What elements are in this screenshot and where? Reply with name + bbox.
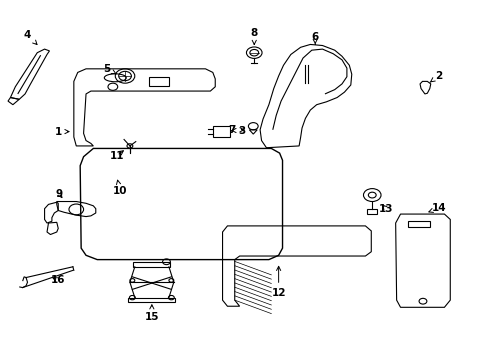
Bar — [407, 221, 429, 227]
Text: 2: 2 — [429, 71, 441, 82]
Text: 13: 13 — [378, 204, 392, 214]
Text: 14: 14 — [428, 203, 446, 213]
Text: 9: 9 — [56, 189, 62, 199]
Text: 4: 4 — [24, 30, 37, 45]
Text: 8: 8 — [250, 28, 257, 44]
Circle shape — [249, 49, 258, 56]
Bar — [212, 126, 229, 137]
Bar — [128, 298, 175, 302]
Text: 3: 3 — [231, 126, 245, 135]
Bar — [133, 262, 170, 267]
Text: 10: 10 — [113, 180, 127, 197]
Text: 15: 15 — [144, 305, 159, 322]
Bar — [366, 209, 376, 214]
Text: 12: 12 — [271, 266, 285, 298]
Text: 6: 6 — [311, 32, 318, 44]
Text: 1: 1 — [55, 127, 69, 136]
Text: 5: 5 — [103, 64, 116, 74]
Bar — [149, 77, 168, 86]
Text: 7: 7 — [228, 125, 244, 135]
Text: 11: 11 — [109, 150, 124, 161]
Text: 16: 16 — [51, 275, 65, 285]
